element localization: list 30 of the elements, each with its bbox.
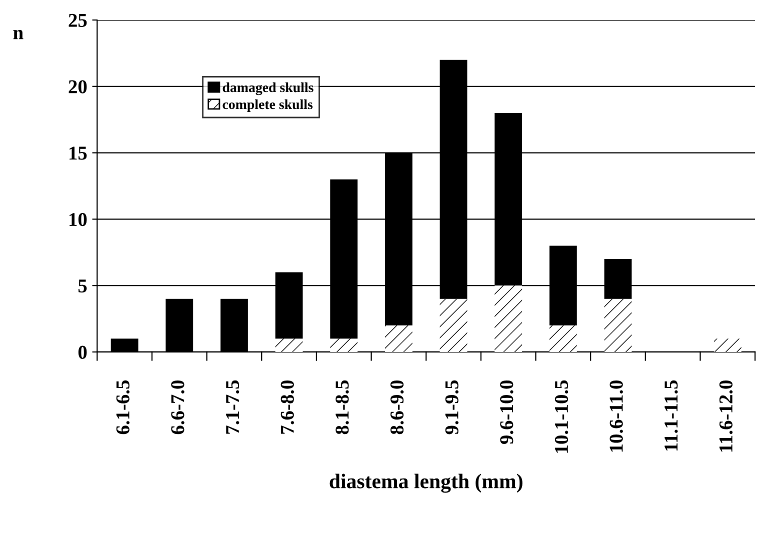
- x-tick-label: 11.6-12.0: [719, 380, 733, 452]
- x-tick-label: 7.1-7.5: [226, 380, 240, 434]
- y-axis-title: n: [13, 30, 24, 40]
- x-tick-label: 7.6-8.0: [280, 380, 294, 434]
- x-tick-label: 9.1-9.5: [445, 380, 458, 434]
- bar: [275, 338, 303, 352]
- x-tick-label: 8.6-9.0: [390, 380, 404, 434]
- x-axis-title: diastema length (mm): [330, 474, 522, 493]
- y-tick-label: 20: [68, 80, 87, 94]
- bar: [494, 286, 522, 352]
- bar: [549, 325, 577, 352]
- y-tick-label: 25: [68, 14, 87, 27]
- legend-label: damaged skulls: [222, 82, 314, 96]
- y-tick-label: 0: [78, 346, 87, 359]
- bar: [330, 338, 358, 352]
- x-tick-label: 9.6-10.0: [500, 380, 514, 444]
- x-tick-label: 11.1-11.5: [664, 380, 678, 451]
- y-tick-label: 15: [70, 146, 87, 160]
- x-tick-label: 6.6-7.0: [171, 380, 184, 434]
- bar: [604, 298, 632, 352]
- bar: [440, 298, 468, 352]
- x-tick-label: 6.1-6.5: [116, 380, 130, 434]
- y-tick-label: 5: [78, 280, 87, 292]
- bar: [714, 338, 742, 352]
- x-tick-label: 10.6-11.0: [610, 380, 623, 452]
- y-tick-label: 10: [70, 212, 87, 226]
- legend-label: complete skulls: [222, 99, 313, 112]
- bar: [384, 325, 412, 352]
- x-tick-label: 8.1-8.5: [336, 380, 349, 434]
- x-tick-label: 10.1-10.5: [554, 380, 568, 453]
